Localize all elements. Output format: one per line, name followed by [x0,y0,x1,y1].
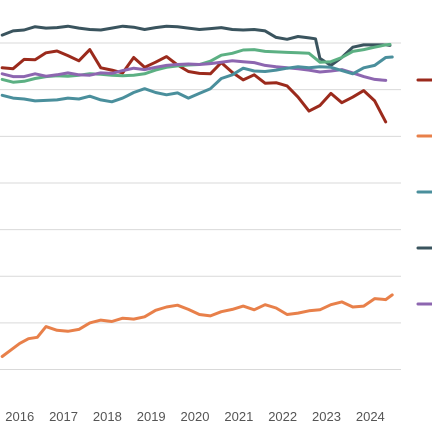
series-line-3 [0,59,388,82]
x-tick-label-2017: 2017 [49,409,78,424]
x-tick-label-2021: 2021 [224,409,253,424]
legend [416,78,432,306]
gridlines [0,42,401,371]
x-tick-label-2019: 2019 [137,409,166,424]
x-axis-tick-labels: 2016 2017 2018 2019 2020 2021 2022 2023 2024 [5,409,385,424]
series-line-4 [0,55,394,104]
x-tick-label-2016: 2016 [5,409,34,424]
x-tick-label-2022: 2022 [268,409,297,424]
x-tick-label-2020: 2020 [181,409,210,424]
series-line-1 [0,48,388,124]
x-tick-label-2018: 2018 [93,409,122,424]
series-line-5 [0,293,394,358]
x-tick-label-2024: 2024 [356,409,385,424]
series-lines [0,24,394,358]
x-tick-label-2023: 2023 [312,409,341,424]
series-line-0 [0,24,392,67]
